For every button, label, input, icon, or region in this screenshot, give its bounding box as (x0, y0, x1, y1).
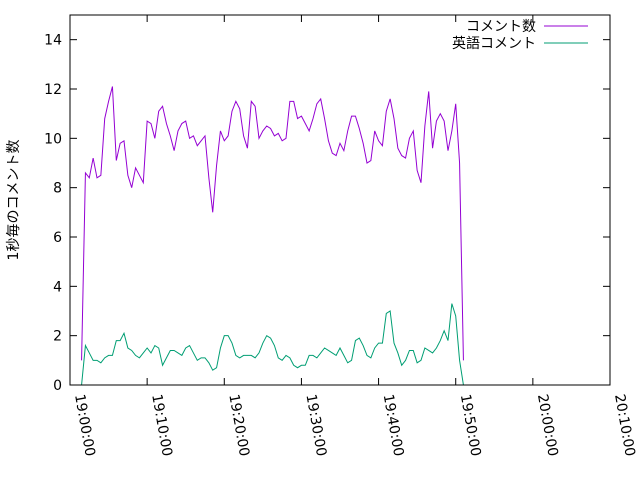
legend-label: 英語コメント (452, 35, 536, 52)
x-tick-label: 19:20:00 (225, 393, 252, 458)
y-tick-label: 4 (53, 279, 62, 295)
x-tick-label: 19:00:00 (71, 393, 98, 458)
tick-labels: 0 2 4 6 8 10 12 14 19:00:00 19:10:00 19:20:00 19:30… (44, 33, 638, 458)
y-tick-label: 12 (44, 82, 62, 98)
x-tick-label: 19:50:00 (457, 393, 484, 458)
series-line-2 (81, 303, 464, 386)
x-tick-label: 20:00:00 (534, 393, 561, 458)
y-tick-label: 10 (44, 131, 62, 147)
y-tick-label: 0 (53, 378, 62, 394)
x-tick-label: 19:30:00 (302, 393, 329, 458)
axis-ticks (69, 15, 611, 386)
x-tick-label: 19:40:00 (380, 393, 407, 458)
y-tick-label: 6 (53, 230, 62, 246)
y-tick-label: 14 (44, 33, 62, 49)
x-tick-label: 19:10:00 (148, 393, 175, 458)
y-axis-label: 1秒毎のコメント数 (6, 140, 22, 261)
plot-frame (69, 14, 611, 386)
series-line-1 (81, 86, 464, 361)
series-lines (81, 86, 464, 386)
x-tick-label: 20:10:00 (611, 393, 638, 458)
y-tick-label: 2 (53, 329, 62, 345)
y-tick-label: 8 (53, 181, 62, 197)
legend-label: コメント数 (466, 19, 536, 35)
